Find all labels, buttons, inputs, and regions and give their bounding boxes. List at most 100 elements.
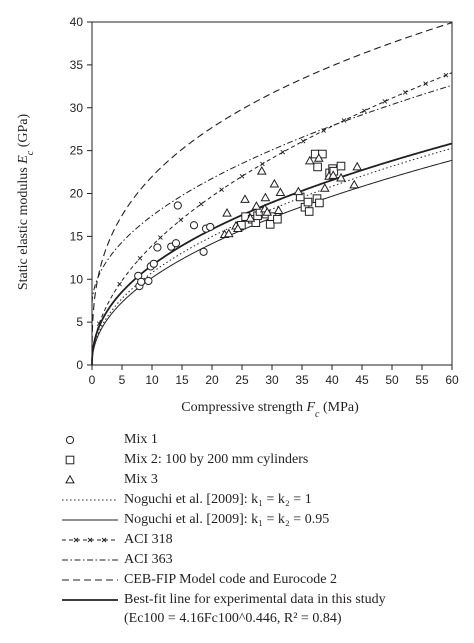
- data-point-square: [303, 197, 313, 207]
- data-point-triangle: [223, 228, 234, 238]
- data-point-triangle: [240, 194, 250, 203]
- x-tick-label: 5: [119, 373, 126, 387]
- legend-item: ACI 318: [60, 530, 460, 550]
- series-line-8: [91, 142, 453, 366]
- y-tick-label: 10: [70, 272, 84, 286]
- series-line-3: [91, 147, 453, 366]
- x-tick-label: 60: [445, 373, 459, 387]
- legend-item: Noguchi et al. [2009]: k₁ = k₂ = 0.95: [60, 510, 460, 530]
- legend-key-dash-cross: [60, 530, 124, 550]
- legend-item: Mix 1: [60, 430, 460, 450]
- legend-key-solid-thin: [60, 510, 124, 530]
- series-line-7: [91, 22, 453, 366]
- plot-frame: [91, 21, 453, 366]
- plot-border: [91, 21, 453, 366]
- plot-markers: [134, 149, 363, 291]
- x-tick-label: 20: [205, 373, 219, 387]
- x-tick-label: 50: [385, 373, 399, 387]
- series-cross-mark: [178, 217, 184, 223]
- legend-label: Mix 3: [124, 472, 158, 487]
- y-tick-label: 30: [70, 101, 84, 115]
- y-tick-label: 5: [76, 315, 83, 329]
- series-cross-mark: [219, 187, 224, 192]
- series-cross-mark: [137, 255, 143, 261]
- legend-item: Best-fit line for experimental data in t…: [60, 590, 460, 610]
- series-cross-mark: [362, 108, 367, 114]
- series-line-5: [91, 72, 453, 366]
- data-point-triangle: [256, 165, 267, 175]
- x-tick-label: 15: [175, 373, 189, 387]
- legend-marker-circle: [65, 435, 75, 445]
- data-point-triangle: [251, 201, 262, 210]
- series-line-6: [91, 84, 453, 366]
- y-tick-label: 20: [70, 187, 84, 201]
- y-tick-label: 40: [70, 15, 84, 29]
- data-point-circle: [189, 221, 199, 230]
- series-cross-mark: [117, 281, 122, 287]
- series-line-4: [91, 159, 453, 366]
- x-tick-label: 45: [355, 373, 369, 387]
- series-cross-mark: [158, 235, 163, 240]
- x-axis: 0 5 10 15 20 25 30 35 40 45 50 55 60: [89, 365, 459, 387]
- data-point-triangle: [293, 186, 304, 196]
- series-cross-mark: [300, 138, 306, 144]
- legend-label: Mix 2: 100 by 200 mm cylinders: [124, 452, 309, 467]
- x-tick-label: 10: [145, 373, 159, 387]
- legend: Mix 1 Mix 2: 100 by 200 mm cylinders Mix 3…: [60, 430, 460, 629]
- data-point-triangle: [245, 213, 256, 222]
- legend-label: Mix 1: [124, 432, 158, 447]
- series-cross-mark: [280, 149, 286, 155]
- data-point-circle: [137, 277, 146, 286]
- data-point-square: [336, 161, 346, 171]
- data-point-triangle: [304, 155, 315, 165]
- legend-key-circle: [60, 430, 124, 450]
- x-axis-title: Compressive strength Fc (MPa): [181, 400, 359, 420]
- data-point-triangle: [313, 153, 324, 162]
- data-point-square: [315, 198, 324, 208]
- y-axis-title: Static elastic modulus Ec (GPa): [16, 114, 36, 291]
- data-point-square: [265, 220, 275, 229]
- legend-marker-triangle: [65, 474, 75, 484]
- legend-label: Noguchi et al. [2009]: k₁ = k₂ = 0.95: [124, 512, 330, 527]
- legend-item: Mix 2: 100 by 200 mm cylinders: [60, 450, 460, 470]
- y-tick-label: 25: [70, 144, 84, 158]
- chart-area: 0 5 10 15 20 25 30 35 40 45 50 55 60 0 5 10 15 20 25 30 35 4…: [16, 15, 459, 420]
- series-cross-mark: [260, 161, 265, 167]
- y-tick-label: 35: [70, 58, 84, 72]
- legend-key-dash-dot: [60, 550, 124, 570]
- data-point-circle: [206, 222, 215, 232]
- legend-key-triangle: [60, 470, 124, 490]
- legend-key-square: [60, 450, 124, 470]
- legend-label: Best-fit line for experimental data in t…: [124, 592, 386, 607]
- plot-lines: [91, 22, 453, 366]
- data-point-circle: [144, 276, 153, 286]
- legend-item: CEB-FIP Model code and Eurocode 2: [60, 570, 460, 590]
- legend-label: CEB-FIP Model code and Eurocode 2: [124, 572, 337, 587]
- legend-key-solid-thick: [60, 590, 124, 610]
- data-point-square: [313, 162, 322, 172]
- legend-item: Mix 3: [60, 470, 460, 490]
- y-axis: 0 5 10 15 20 25 30 35 40: [70, 15, 92, 372]
- data-point-circle: [173, 201, 182, 210]
- series-cross-mark: [423, 81, 428, 86]
- legend-cross: [101, 537, 107, 543]
- data-point-triangle: [232, 223, 243, 233]
- x-tick-label: 0: [89, 373, 96, 387]
- y-tick-label: 0: [76, 358, 83, 372]
- series-cross-mark: [402, 90, 408, 95]
- data-point-triangle: [275, 187, 286, 197]
- x-tick-label: 30: [265, 373, 279, 387]
- legend-cross: [87, 537, 93, 543]
- data-point-circle: [149, 259, 158, 268]
- legend-item: Noguchi et al. [2009]: k₁ = k₂ = 1: [60, 490, 460, 510]
- data-point-triangle: [336, 172, 346, 182]
- series-cross-mark: [239, 174, 245, 179]
- legend-key-dashed: [60, 570, 124, 590]
- legend-marker-square: [65, 455, 75, 465]
- data-point-triangle: [269, 178, 280, 188]
- data-point-triangle: [222, 208, 232, 217]
- x-tick-label: 35: [295, 373, 309, 387]
- legend-label: ACI 318: [124, 532, 173, 547]
- data-point-circle: [199, 247, 208, 256]
- data-point-triangle: [352, 161, 363, 171]
